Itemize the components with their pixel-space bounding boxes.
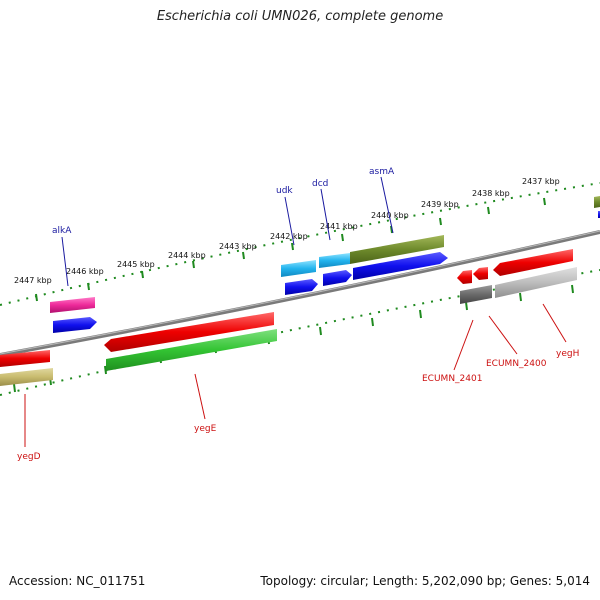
kbp-label: 2447 kbp: [14, 276, 52, 285]
gene-alkA-pink[interactable]: [50, 297, 95, 313]
map-title: Escherichia coli UMN026, complete genome: [156, 9, 444, 24]
gene-labels: alkA udk dcd asmA yegD yegE ECUMN_2401 E…: [17, 167, 579, 462]
gene-label-alkA[interactable]: alkA: [52, 226, 72, 236]
gene-dcd-blue[interactable]: [323, 270, 352, 286]
gene-yegD-red[interactable]: [0, 350, 50, 367]
kbp-label: 2437 kbp: [522, 177, 560, 186]
gene-label-yegE[interactable]: yegE: [194, 424, 217, 434]
inner-tick-track: [0, 269, 600, 396]
kbp-label: 2441 kbp: [320, 222, 358, 231]
gene-ECUMN_2401-red[interactable]: [457, 270, 472, 284]
kbp-labels: 2447 kbp 2446 kbp 2445 kbp 2444 kbp 2443…: [14, 177, 560, 285]
gene-label-ECUMN_2401[interactable]: ECUMN_2401: [422, 374, 482, 384]
gene-label-yegD[interactable]: yegD: [17, 452, 41, 462]
gene-yegD-khaki[interactable]: [0, 368, 53, 386]
kbp-label: 2440 kbp: [371, 211, 409, 220]
gene-label-yegH[interactable]: yegH: [556, 349, 579, 359]
topology-label: Topology: circular; Length: 5,202,090 bp…: [260, 574, 590, 588]
leader-lines: [24, 176, 567, 447]
gene-yegH-gray[interactable]: [495, 267, 577, 298]
gene-ECUMN_2401-dark[interactable]: [460, 285, 492, 304]
gene-label-udk[interactable]: udk: [276, 186, 293, 196]
gene-yegE-red[interactable]: [104, 312, 274, 352]
gene-dcd-cyan[interactable]: [319, 253, 350, 268]
gene-alkA-blue[interactable]: [53, 317, 97, 333]
gene-asmA-blue[interactable]: [353, 252, 448, 280]
gene-ECUMN_2400-red[interactable]: [473, 267, 488, 280]
kbp-label: 2444 kbp: [168, 251, 206, 260]
gene-yegE-green[interactable]: [106, 329, 277, 371]
outer-major-ticks: [35, 197, 546, 302]
outer-tick-track: [0, 182, 600, 306]
kbp-label: 2446 kbp: [66, 267, 104, 276]
genome-backbone: [0, 230, 600, 357]
gene-edge-olive[interactable]: [594, 196, 600, 208]
kbp-label: 2438 kbp: [472, 189, 510, 198]
gene-label-asmA[interactable]: asmA: [369, 167, 395, 177]
gene-yegH-red[interactable]: [493, 249, 573, 276]
kbp-label: 2439 kbp: [421, 200, 459, 209]
gene-asmA-olive[interactable]: [350, 235, 444, 264]
gene-udk-blue[interactable]: [285, 279, 318, 295]
gene-label-ECUMN_2400[interactable]: ECUMN_2400: [486, 359, 547, 369]
gene-label-dcd[interactable]: dcd: [312, 179, 328, 189]
kbp-label: 2443 kbp: [219, 242, 257, 251]
accession-label: Accession: NC_011751: [9, 574, 146, 588]
kbp-label: 2442 kbp: [270, 232, 308, 241]
forward-strand-genes: [50, 196, 600, 333]
kbp-label: 2445 kbp: [117, 260, 155, 269]
gene-udk-cyan[interactable]: [281, 260, 316, 277]
reverse-strand-genes: [0, 249, 577, 386]
